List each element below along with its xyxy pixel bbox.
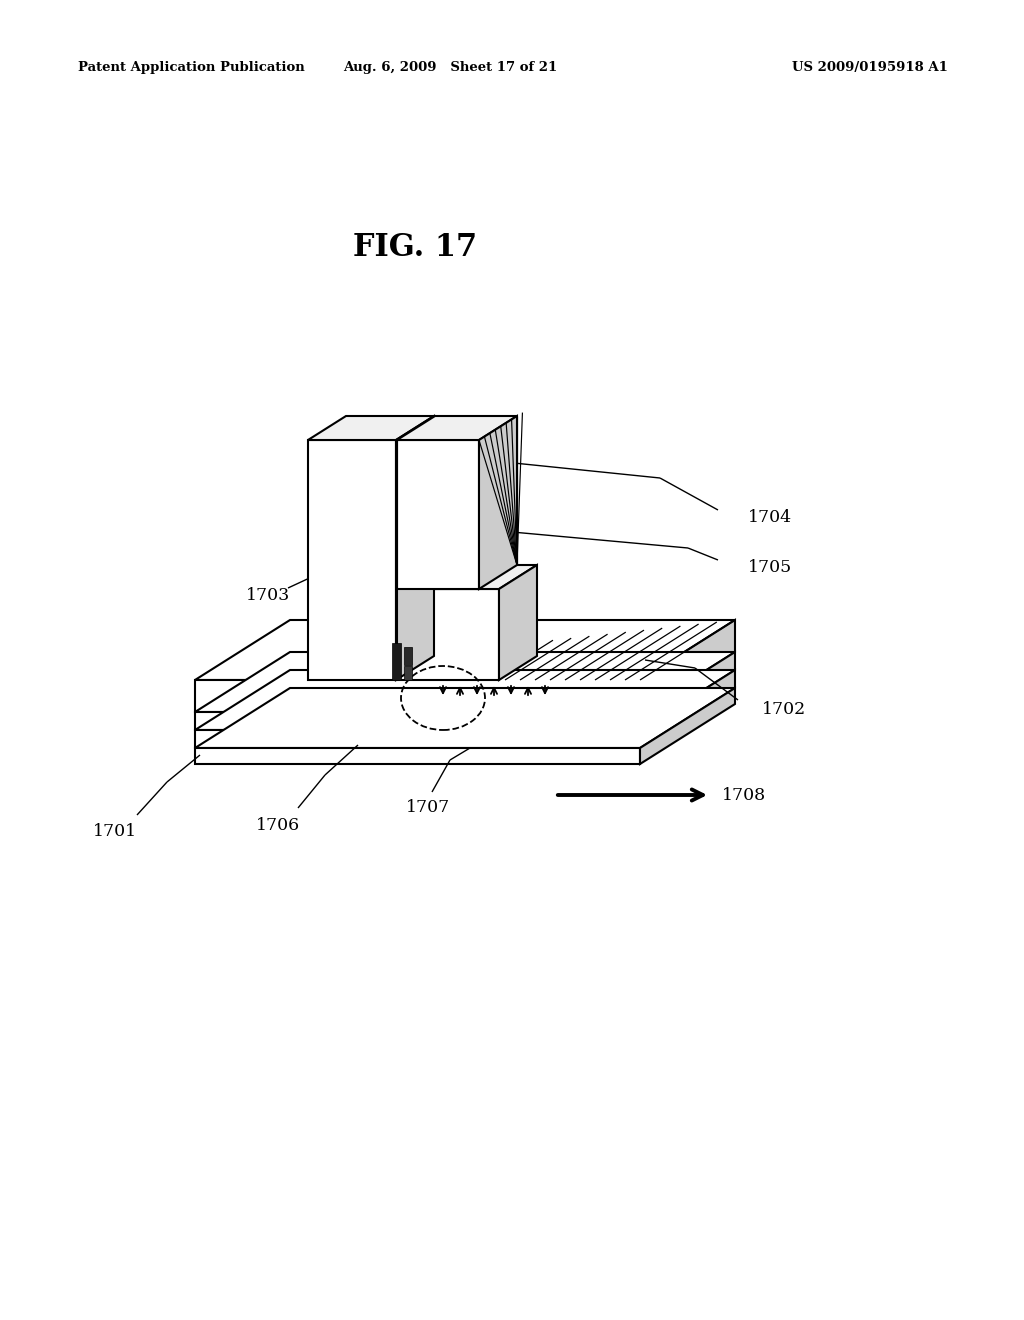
Text: Aug. 6, 2009   Sheet 17 of 21: Aug. 6, 2009 Sheet 17 of 21 (343, 62, 557, 74)
Text: US 2009/0195918 A1: US 2009/0195918 A1 (793, 62, 948, 74)
Polygon shape (395, 565, 537, 589)
Text: 1704: 1704 (748, 510, 793, 527)
Polygon shape (195, 671, 735, 730)
Polygon shape (195, 730, 640, 748)
Text: 1705: 1705 (748, 560, 793, 577)
Polygon shape (195, 620, 735, 680)
Polygon shape (499, 565, 537, 680)
Text: 1707: 1707 (406, 800, 451, 817)
Text: 1703: 1703 (246, 587, 290, 605)
Text: FIG. 17: FIG. 17 (353, 232, 477, 264)
Bar (404, 647, 412, 665)
Text: 1701: 1701 (93, 824, 137, 841)
Polygon shape (308, 416, 434, 440)
Text: Patent Application Publication: Patent Application Publication (78, 62, 305, 74)
Polygon shape (195, 748, 640, 764)
Polygon shape (397, 440, 479, 589)
Polygon shape (395, 589, 499, 680)
Polygon shape (195, 680, 640, 711)
Polygon shape (640, 652, 735, 730)
Polygon shape (195, 711, 640, 730)
Polygon shape (195, 652, 735, 711)
Polygon shape (308, 440, 396, 680)
Polygon shape (479, 416, 517, 589)
Polygon shape (397, 416, 517, 440)
Text: 1706: 1706 (256, 817, 300, 833)
Polygon shape (396, 416, 434, 680)
Polygon shape (640, 688, 735, 764)
Polygon shape (640, 620, 735, 711)
Polygon shape (195, 688, 735, 748)
Text: 1708: 1708 (722, 787, 766, 804)
Polygon shape (640, 671, 735, 748)
Text: 1702: 1702 (762, 701, 806, 718)
Bar (392, 643, 401, 680)
Bar (404, 667, 412, 680)
